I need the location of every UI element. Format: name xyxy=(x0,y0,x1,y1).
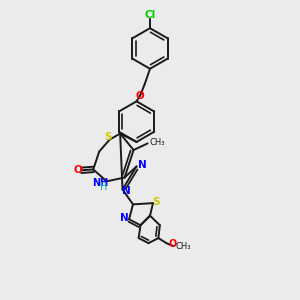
Text: S: S xyxy=(152,197,160,207)
Text: H: H xyxy=(100,182,107,192)
Text: N: N xyxy=(138,160,146,170)
Text: N: N xyxy=(122,186,131,196)
Text: S: S xyxy=(104,132,112,142)
Text: O: O xyxy=(169,239,177,249)
Text: CH₃: CH₃ xyxy=(176,242,191,251)
Text: O: O xyxy=(136,91,144,101)
Text: N: N xyxy=(120,213,129,224)
Text: Cl: Cl xyxy=(144,10,156,20)
Text: NH: NH xyxy=(92,178,108,188)
Text: CH₃: CH₃ xyxy=(149,138,165,147)
Text: O: O xyxy=(74,165,83,175)
